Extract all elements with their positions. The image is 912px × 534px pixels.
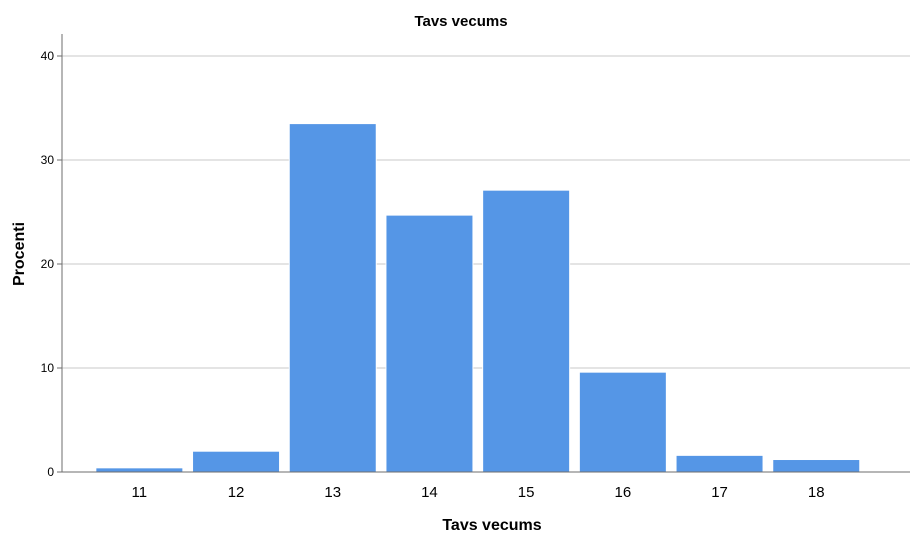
x-tick-label: 14 — [421, 484, 438, 501]
bar-15 — [482, 189, 571, 473]
chart-title: Tavs vecums — [414, 13, 507, 30]
x-tick-label: 15 — [518, 484, 535, 501]
bar-12 — [192, 450, 281, 473]
x-tick-label: 18 — [808, 484, 825, 501]
bar-18 — [772, 459, 861, 473]
x-tick-label: 17 — [711, 484, 728, 501]
bar-16 — [578, 371, 667, 473]
x-axis-title: Tavs vecums — [442, 517, 541, 534]
x-tick-labels: 11 12 13 14 15 16 17 18 — [132, 484, 825, 501]
y-tick-label: 0 — [47, 465, 54, 479]
x-tick-label: 12 — [228, 484, 245, 501]
bar-11 — [95, 467, 184, 473]
y-tick-label: 10 — [41, 361, 55, 375]
y-tick-label: 40 — [41, 49, 55, 63]
bar-13 — [288, 123, 377, 473]
y-tick-label: 20 — [41, 257, 55, 271]
bars — [95, 123, 861, 473]
bar-17 — [675, 454, 764, 473]
y-tick-labels: 0 10 20 30 40 — [41, 49, 55, 479]
x-tick-label: 16 — [615, 484, 632, 501]
axes — [57, 34, 910, 473]
x-tick-label: 13 — [324, 484, 341, 501]
y-tick-label: 30 — [41, 153, 55, 167]
x-tick-label: 11 — [132, 484, 148, 501]
bar-14 — [385, 214, 474, 473]
y-axis-title: Procenti — [11, 222, 28, 286]
